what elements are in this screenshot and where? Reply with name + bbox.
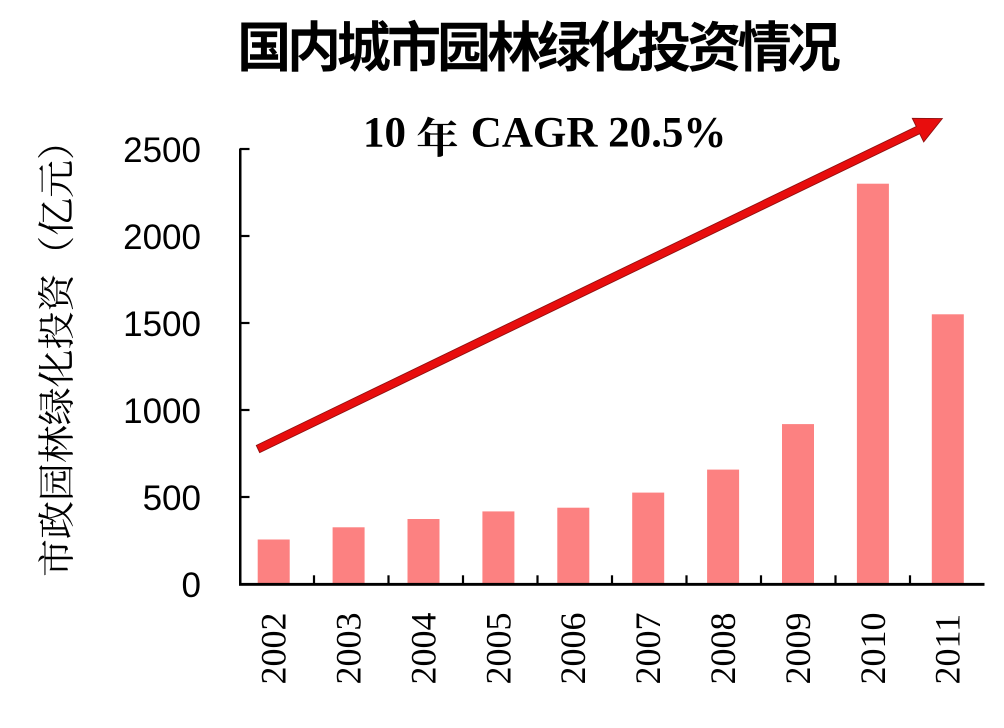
svg-text:2003: 2003	[329, 613, 369, 685]
svg-text:2004: 2004	[403, 613, 443, 685]
svg-text:2008: 2008	[703, 613, 743, 685]
svg-text:1000: 1000	[123, 392, 201, 431]
svg-text:10: 10	[363, 110, 406, 157]
svg-text:2010: 2010	[853, 613, 893, 685]
svg-text:2002: 2002	[254, 613, 294, 685]
svg-text:2500: 2500	[123, 131, 201, 170]
svg-text:2006: 2006	[553, 613, 593, 685]
svg-text:0: 0	[182, 566, 201, 605]
svg-text:1500: 1500	[123, 305, 201, 344]
svg-text:2007: 2007	[628, 613, 668, 685]
svg-text:CAGR 20.5%: CAGR 20.5%	[471, 110, 727, 157]
svg-text:2000: 2000	[123, 218, 201, 257]
svg-text:500: 500	[143, 479, 201, 518]
svg-text:2011: 2011	[928, 614, 968, 685]
svg-text:2005: 2005	[478, 613, 518, 685]
svg-text:2009: 2009	[778, 613, 818, 685]
